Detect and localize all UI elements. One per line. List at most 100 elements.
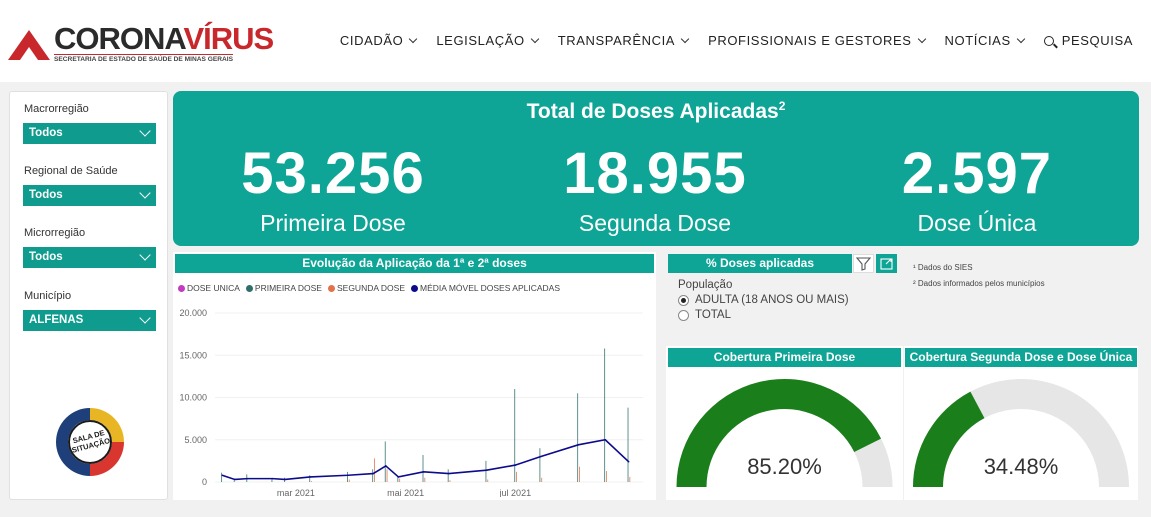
radio-adulta[interactable]: ADULTA (18 ANOS OU MAIS) [678,294,849,306]
nav-label: PROFISSIONAIS E GESTORES [708,33,912,48]
chevron-down-icon [139,187,151,199]
logo-subtitle: SECRETARIA DE ESTADO DE SAÚDE DE MINAS G… [54,54,234,63]
filter-value: ALFENAS [29,314,84,326]
kpi-label: Segunda Dose [578,210,732,236]
nav-search-label: PESQUISA [1061,33,1133,48]
evolution-line-chart[interactable]: 0 5.000 10.000 15.000 20.000 mar 2021 mai 2021… [173,297,656,497]
media-movel-point [577,444,580,446]
filter-icon[interactable] [853,254,874,273]
nav-item-legislacao[interactable]: LEGISLAÇÃO [436,33,539,48]
gauge-primeira-dose[interactable] [666,369,903,499]
kpi-primeira-dose: 53.256 Primeira Dose [173,139,493,237]
nav-search[interactable]: PESQUISA [1043,33,1133,48]
y-tick-label: 10.000 [179,393,207,403]
radio-total[interactable]: TOTAL [678,309,849,321]
gauge-title: Cobertura Segunda Dose e Dose Única [905,348,1137,367]
legend-swatch [178,285,185,292]
nav-item-noticias[interactable]: NOTÍCIAS [945,33,1025,48]
chart-legend: DOSE UNICA PRIMEIRA DOSE SEGUNDA DOSE MÉ… [178,283,560,293]
nav-item-profissionais[interactable]: PROFISSIONAIS E GESTORES [708,33,926,48]
population-label: População [678,279,733,291]
media-movel-point [372,472,375,475]
chevron-down-icon [409,34,418,44]
legend-label: MÉDIA MÓVEL DOSES APLICADAS [420,283,560,293]
gauge-segunda-dose[interactable] [904,369,1138,499]
chevron-down-icon [139,125,151,137]
legend-item-primeira-dose[interactable]: PRIMEIRA DOSE [245,283,322,293]
legend-swatch [327,285,335,292]
gauge-value: 85.20% [747,454,822,479]
legend-item-media-movel[interactable]: MÉDIA MÓVEL DOSES APLICADAS [411,283,560,293]
filter-value: Todos [29,127,63,139]
media-movel-point [604,438,607,441]
evolution-chart-title: Evolução da Aplicação da 1ª e 2ª doses [175,254,654,273]
media-movel-point [284,478,286,481]
y-tick-label: 15.000 [179,350,207,360]
media-movel-point [385,465,387,467]
filter-value: Todos [29,251,63,263]
radio-label: ADULTA (18 ANOS OU MAIS) [695,294,849,306]
kpi-value: 53.256 [241,141,425,206]
filter-label-microrregiao: Microrregião [24,227,86,239]
kpi-label: Primeira Dose [260,210,406,236]
doses-percent-panel: % Doses aplicadas População ADULTA (18 A… [666,252,904,342]
kpi-title: Total de Doses Aplicadas2 [173,99,1139,124]
kpi-value: 18.955 [563,141,747,206]
legend-swatch [245,285,253,292]
gauge-panel-primeira-dose: Cobertura Primeira Dose 85.20% [666,346,903,500]
media-movel-point [246,477,249,480]
y-tick-label: 5.000 [184,435,207,445]
logo-word-a: CORONA [54,21,184,56]
gauge-fill [676,379,882,487]
warning-triangle-icon [8,30,50,60]
site-header: CORONAVÍRUS SECRETARIA DE ESTADO DE SAÚD… [0,0,1151,82]
filter-label-municipio: Município [24,290,72,302]
footnote-1: ¹ Dados do SIES [913,263,973,272]
legend-item-dose-unica[interactable]: DOSE UNICA [178,283,240,293]
chevron-down-icon [1016,34,1025,44]
media-movel-point [514,464,517,466]
x-tick-label: mai 2021 [387,488,424,497]
filter-municipio-dropdown[interactable]: ALFENAS [23,310,156,331]
filter-value: Todos [29,189,63,201]
footnotes: ¹ Dados do SIES ² Dados informados pelos… [913,260,1045,292]
chevron-down-icon [139,312,151,324]
x-tick-label: jul 2021 [499,488,532,497]
filter-label-macrorregiao: Macrorregião [24,103,89,115]
media-movel-point [233,478,236,481]
media-movel-point [485,469,488,471]
x-tick-label: mar 2021 [277,488,315,497]
logo-word-b: VÍRUS [183,21,274,56]
media-movel-point [271,477,274,480]
legend-item-segunda-dose[interactable]: SEGUNDA DOSE [327,283,405,293]
media-movel-point [397,476,400,478]
evolution-chart-panel: Evolução da Aplicação da 1ª e 2ª doses D… [173,252,656,500]
kpi-dose-unica: 2.597 Dose Única [817,139,1137,237]
radio-label: TOTAL [695,309,731,321]
gauge-value: 34.48% [983,454,1059,479]
media-movel-line [221,438,630,481]
gauge-panel-segunda-dose: Cobertura Segunda Dose e Dose Única 34.4… [904,346,1138,500]
chevron-down-icon [530,34,539,44]
nav-label: LEGISLAÇÃO [436,33,525,48]
nav-item-cidadao[interactable]: CIDADÃO [340,33,418,48]
media-movel-point [447,472,450,475]
coronavirus-logo[interactable]: CORONAVÍRUS SECRETARIA DE ESTADO DE SAÚD… [6,21,274,66]
radio-selected-icon [678,294,689,306]
legend-label: DOSE UNICA [187,283,240,293]
focus-mode-icon[interactable] [876,254,897,273]
dashboard-report: Macrorregião Todos Regional de Saúde Tod… [0,82,1151,517]
filter-regional-dropdown[interactable]: Todos [23,185,156,206]
gauge-title: Cobertura Primeira Dose [668,348,901,367]
filter-macrorregiao-dropdown[interactable]: Todos [23,123,156,144]
y-tick-label: 0 [202,477,207,487]
kpi-segunda-dose: 18.955 Segunda Dose [495,139,815,237]
nav-item-transparencia[interactable]: TRANSPARÊNCIA [558,33,690,48]
media-movel-point [539,455,542,458]
filter-microrregiao-dropdown[interactable]: Todos [23,247,156,268]
media-movel-point [309,476,312,478]
sala-de-situacao-logo[interactable]: SALA DE SITUAÇÃO [50,402,130,482]
filter-label-regional: Regional de Saúde [24,165,118,177]
media-movel-point [221,474,223,477]
filter-sidebar: Macrorregião Todos Regional de Saúde Tod… [9,91,168,500]
